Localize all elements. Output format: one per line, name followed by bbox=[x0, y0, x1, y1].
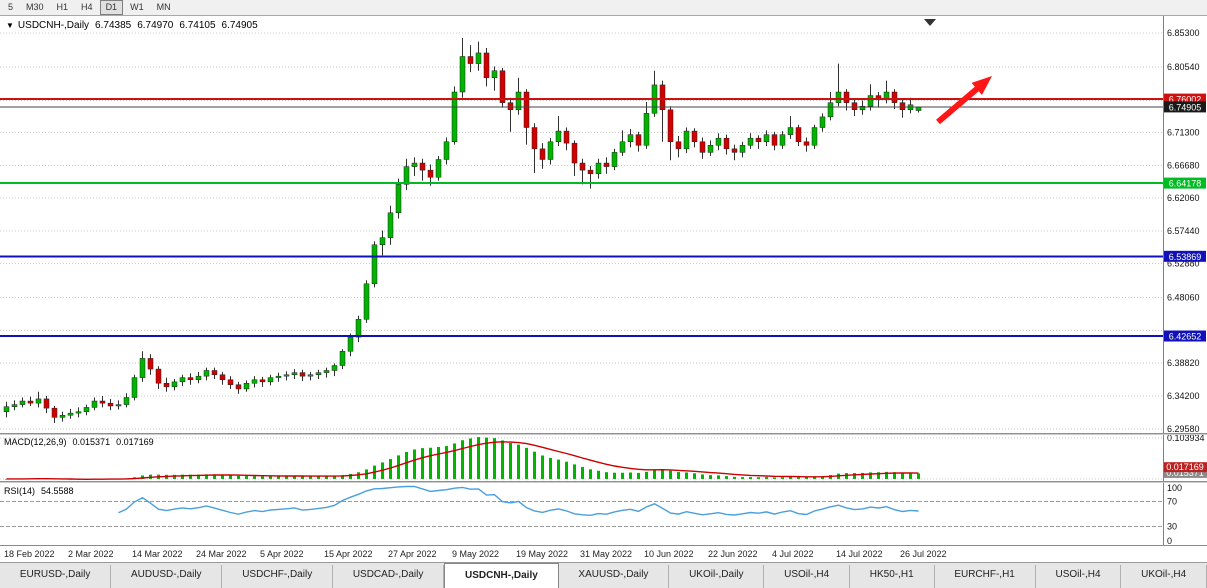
price-tag bbox=[1164, 177, 1206, 189]
macd-value-tag-label: 0.017169 bbox=[1166, 462, 1204, 472]
ohlc-low: 6.74105 bbox=[179, 20, 216, 31]
price-tag bbox=[1164, 93, 1206, 105]
timeframe-button-MN[interactable]: MN bbox=[151, 0, 177, 15]
price-axis-label: 6.34200 bbox=[1167, 391, 1200, 401]
time-axis-label: 10 Jun 2022 bbox=[644, 549, 694, 559]
price-tag bbox=[1164, 330, 1206, 342]
macd-value-tag bbox=[1164, 467, 1207, 478]
chart-header: ▼ USDCNH-,Daily 6.74385 6.74970 6.74105 6.749… bbox=[6, 20, 264, 31]
chart-tab-usdcnh-daily[interactable]: USDCNH-,Daily bbox=[444, 563, 559, 588]
chart-tab-usoil-h4[interactable]: USOil-,H4 bbox=[1036, 565, 1122, 588]
time-axis-label: 19 May 2022 bbox=[516, 549, 569, 559]
rsi-value: 54.5588 bbox=[41, 486, 74, 496]
time-axis-label: 14 Jul 2022 bbox=[836, 549, 883, 559]
time-axis-label: 18 Feb 2022 bbox=[4, 549, 55, 559]
time-axis-label: 5 Apr 2022 bbox=[260, 549, 304, 559]
timeframe-button-5[interactable]: 5 bbox=[2, 0, 19, 15]
macd-axis-label: 0.103934 bbox=[1167, 435, 1205, 443]
macd-label: MACD(12,26,9) bbox=[4, 437, 67, 447]
chart-tab-usdcad-daily[interactable]: USDCAD-,Daily bbox=[333, 565, 445, 588]
quick-trade-arrow-icon[interactable]: ▼ bbox=[6, 21, 14, 30]
rsi-header: RSI(14) 54.5588 bbox=[4, 486, 80, 496]
chart-shift-marker-icon[interactable] bbox=[924, 19, 936, 26]
price-tag bbox=[1164, 101, 1206, 113]
price-axis-label: 6.52880 bbox=[1167, 258, 1200, 268]
ohlc-high: 6.74970 bbox=[137, 20, 174, 31]
time-axis: 18 Feb 2022 2 Mar 2022 14 Mar 2022 24 Mar 2… bbox=[0, 545, 1207, 562]
macd-panel-splitter[interactable] bbox=[0, 433, 1207, 435]
chart-tab-audusd-daily[interactable]: AUDUSD-,Daily bbox=[111, 565, 223, 588]
time-axis-label: 26 Jul 2022 bbox=[900, 549, 947, 559]
trend-arrow-head[interactable] bbox=[971, 76, 992, 96]
price-axis-label: 6.48060 bbox=[1167, 293, 1200, 303]
chart-tab-eurchf-h1[interactable]: EURCHF-,H1 bbox=[935, 565, 1036, 588]
timeframe-toolbar: 5 M30 H1 H4 D1 W1 MN bbox=[0, 0, 1207, 16]
macd-signal-value: 0.017169 bbox=[116, 437, 154, 447]
trend-arrow-shaft[interactable] bbox=[936, 83, 983, 125]
chart-tab-usdchf-daily[interactable]: USDCHF-,Daily bbox=[222, 565, 333, 588]
time-axis-label: 22 Jun 2022 bbox=[708, 549, 758, 559]
price-axis-label: 6.80540 bbox=[1167, 62, 1200, 72]
rsi-axis-label: 100 bbox=[1167, 483, 1182, 493]
time-axis-label: 15 Apr 2022 bbox=[324, 549, 373, 559]
rsi-indicator-chart[interactable]: 100 70 30 0 bbox=[0, 483, 1207, 545]
price-axis-label: 6.66680 bbox=[1167, 160, 1200, 170]
timeframe-button-H1[interactable]: H1 bbox=[51, 0, 75, 15]
time-axis-label: 27 Apr 2022 bbox=[388, 549, 437, 559]
price-axis-label: 6.71300 bbox=[1167, 128, 1200, 138]
macd-main-value: 0.015371 bbox=[72, 437, 111, 447]
macd-value-tag-label: 0.015371 bbox=[1166, 468, 1204, 478]
timeframe-button-W1[interactable]: W1 bbox=[124, 0, 150, 15]
price-axis-label: 6.85300 bbox=[1167, 28, 1200, 38]
chart-tab-ukoil-h4[interactable]: UKOil-,H4 bbox=[1121, 565, 1207, 588]
ohlc-close: 6.74905 bbox=[221, 20, 258, 31]
time-axis-label: 14 Mar 2022 bbox=[132, 549, 183, 559]
timeframe-button-D1[interactable]: D1 bbox=[99, 0, 124, 15]
time-axis-label: 31 May 2022 bbox=[580, 549, 633, 559]
chart-tab-xauusd-daily[interactable]: XAUUSD-,Daily bbox=[559, 565, 670, 588]
rsi-label: RSI(14) bbox=[4, 486, 36, 496]
chart-tab-hk50-h1[interactable]: HK50-,H1 bbox=[850, 565, 935, 588]
chart-tab-bar: EURUSD-,Daily AUDUSD-,Daily USDCHF-,Daily U… bbox=[0, 562, 1207, 588]
chart-tab-ukoil-daily[interactable]: UKOil-,Daily bbox=[669, 565, 765, 588]
time-axis-label: 9 May 2022 bbox=[452, 549, 500, 559]
chart-title: USDCNH-,Daily bbox=[17, 20, 90, 31]
rsi-axis-label: 70 bbox=[1167, 497, 1177, 507]
rsi-panel-splitter[interactable] bbox=[0, 481, 1207, 483]
macd-histogram bbox=[5, 437, 920, 480]
time-axis-label: 4 Jul 2022 bbox=[772, 549, 814, 559]
price-tag-label: 6.42652 bbox=[1169, 332, 1202, 342]
time-axis-label: 24 Mar 2022 bbox=[196, 549, 247, 559]
rsi-axis-label: 0 bbox=[1167, 536, 1172, 545]
main-price-chart[interactable]: 6.85300 6.80540 6.71300 6.66680 6.62060 6.574… bbox=[0, 16, 1207, 433]
macd-value-tag bbox=[1164, 462, 1207, 473]
price-axis-label: 6.29580 bbox=[1167, 424, 1200, 433]
price-tag bbox=[1164, 250, 1206, 262]
rsi-line bbox=[118, 485, 919, 517]
price-tag-label: 6.53869 bbox=[1169, 252, 1202, 262]
price-axis-label: 6.62060 bbox=[1167, 193, 1200, 203]
ohlc-open: 6.74385 bbox=[95, 20, 132, 31]
rsi-axis-label: 30 bbox=[1167, 521, 1177, 531]
price-tag-label: 6.64178 bbox=[1169, 179, 1202, 189]
price-axis-label: 6.57440 bbox=[1167, 226, 1200, 236]
chart-tab-usoil-h4[interactable]: USOil-,H4 bbox=[764, 565, 850, 588]
price-axis-label: 6.38820 bbox=[1167, 358, 1200, 368]
macd-signal-line bbox=[6, 441, 919, 481]
timeframe-button-H4[interactable]: H4 bbox=[75, 0, 99, 15]
macd-header: MACD(12,26,9) 0.015371 0.017169 bbox=[4, 437, 160, 447]
time-axis-label: 2 Mar 2022 bbox=[68, 549, 114, 559]
price-tag-label: 6.74905 bbox=[1169, 102, 1202, 112]
timeframe-button-M30[interactable]: M30 bbox=[20, 0, 50, 15]
price-tag-label: 6.76002 bbox=[1169, 95, 1202, 105]
chart-tab-eurusd-daily[interactable]: EURUSD-,Daily bbox=[0, 565, 112, 588]
